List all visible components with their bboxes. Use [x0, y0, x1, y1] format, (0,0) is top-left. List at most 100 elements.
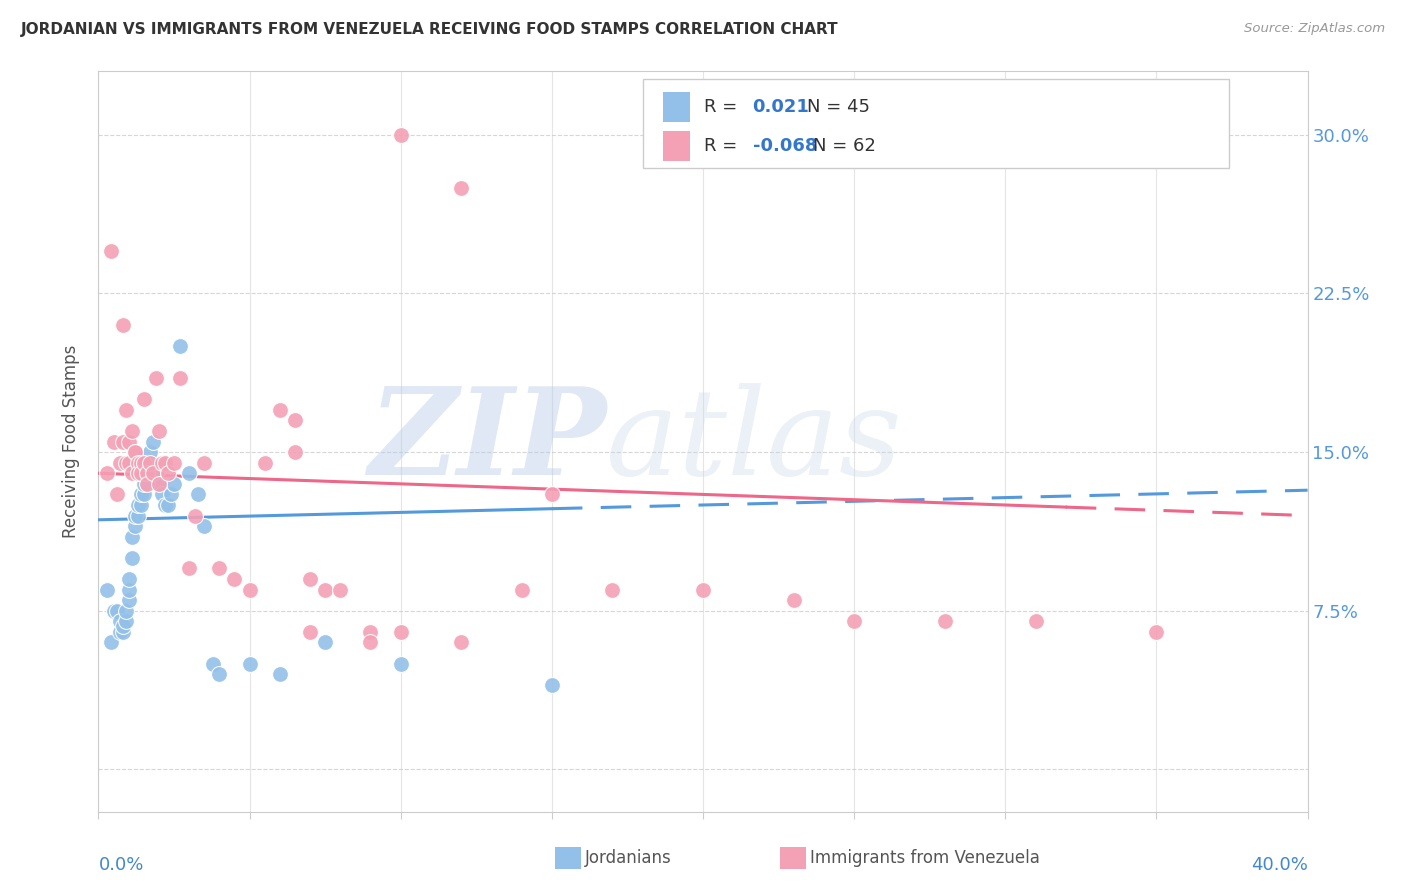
Point	[239, 657, 262, 671]
Text: atlas: atlas	[606, 383, 903, 500]
Point	[118, 456, 141, 470]
Point	[193, 456, 215, 470]
Point	[105, 604, 128, 618]
Point	[111, 618, 134, 632]
Point	[129, 456, 152, 470]
Point	[163, 456, 186, 470]
Point	[114, 456, 136, 470]
Point	[139, 456, 162, 470]
Point	[118, 582, 141, 597]
Point	[108, 624, 131, 639]
Point	[129, 467, 152, 481]
Point	[150, 456, 173, 470]
Point	[179, 561, 201, 575]
Point	[148, 476, 170, 491]
Point	[114, 604, 136, 618]
Point	[135, 467, 157, 481]
Point	[145, 371, 167, 385]
Point	[105, 487, 128, 501]
Point	[269, 402, 291, 417]
Point	[239, 582, 262, 597]
Point	[1144, 624, 1167, 639]
Point	[540, 487, 562, 501]
Point	[127, 498, 149, 512]
Point	[108, 456, 131, 470]
Text: 0.0%: 0.0%	[98, 856, 143, 874]
Point	[269, 667, 291, 681]
Point	[114, 615, 136, 629]
Point	[100, 635, 122, 649]
Point	[284, 413, 307, 427]
Point	[127, 508, 149, 523]
Point	[934, 615, 956, 629]
Point	[111, 318, 134, 333]
Text: Source: ZipAtlas.com: Source: ZipAtlas.com	[1244, 22, 1385, 36]
Text: ZIP: ZIP	[368, 383, 606, 500]
Point	[169, 371, 191, 385]
Text: Immigrants from Venezuela: Immigrants from Venezuela	[810, 849, 1039, 867]
Point	[253, 456, 276, 470]
Text: 0.021: 0.021	[752, 98, 810, 116]
Text: JORDANIAN VS IMMIGRANTS FROM VENEZUELA RECEIVING FOOD STAMPS CORRELATION CHART: JORDANIAN VS IMMIGRANTS FROM VENEZUELA R…	[21, 22, 839, 37]
Y-axis label: Receiving Food Stamps: Receiving Food Stamps	[62, 345, 80, 538]
Point	[314, 582, 336, 597]
Point	[108, 615, 131, 629]
Point	[118, 572, 141, 586]
Point	[135, 456, 157, 470]
FancyBboxPatch shape	[664, 131, 690, 161]
Point	[132, 456, 155, 470]
Point	[450, 180, 472, 194]
Point	[360, 624, 382, 639]
Point	[156, 467, 179, 481]
Point	[124, 445, 146, 459]
Point	[127, 456, 149, 470]
Point	[193, 519, 215, 533]
Point	[96, 467, 118, 481]
Point	[142, 467, 165, 481]
Point	[389, 128, 412, 142]
Point	[103, 434, 125, 449]
Point	[153, 498, 176, 512]
Point	[127, 467, 149, 481]
Point	[187, 487, 209, 501]
Point	[1024, 615, 1046, 629]
FancyBboxPatch shape	[643, 78, 1229, 168]
Point	[179, 467, 201, 481]
Point	[540, 678, 562, 692]
Point	[450, 635, 472, 649]
Text: 40.0%: 40.0%	[1251, 856, 1308, 874]
Point	[121, 550, 143, 565]
Point	[111, 434, 134, 449]
Point	[139, 445, 162, 459]
Text: Jordanians: Jordanians	[585, 849, 672, 867]
Point	[124, 508, 146, 523]
Point	[132, 392, 155, 407]
Point	[389, 657, 412, 671]
Text: R =: R =	[704, 98, 738, 116]
Point	[150, 487, 173, 501]
Point	[208, 561, 231, 575]
Point	[132, 487, 155, 501]
Point	[692, 582, 714, 597]
Point	[129, 487, 152, 501]
Text: N = 62: N = 62	[813, 137, 876, 155]
Point	[153, 456, 176, 470]
Point	[602, 582, 624, 597]
Point	[114, 402, 136, 417]
Point	[208, 667, 231, 681]
Point	[160, 487, 183, 501]
Point	[96, 582, 118, 597]
Point	[156, 498, 179, 512]
Point	[314, 635, 336, 649]
Point	[299, 624, 322, 639]
Point	[224, 572, 246, 586]
Text: R =: R =	[704, 137, 738, 155]
Text: N = 45: N = 45	[807, 98, 870, 116]
Point	[329, 582, 352, 597]
FancyBboxPatch shape	[664, 92, 690, 121]
Point	[121, 467, 143, 481]
Point	[184, 508, 207, 523]
Point	[142, 434, 165, 449]
Point	[100, 244, 122, 259]
Point	[129, 498, 152, 512]
